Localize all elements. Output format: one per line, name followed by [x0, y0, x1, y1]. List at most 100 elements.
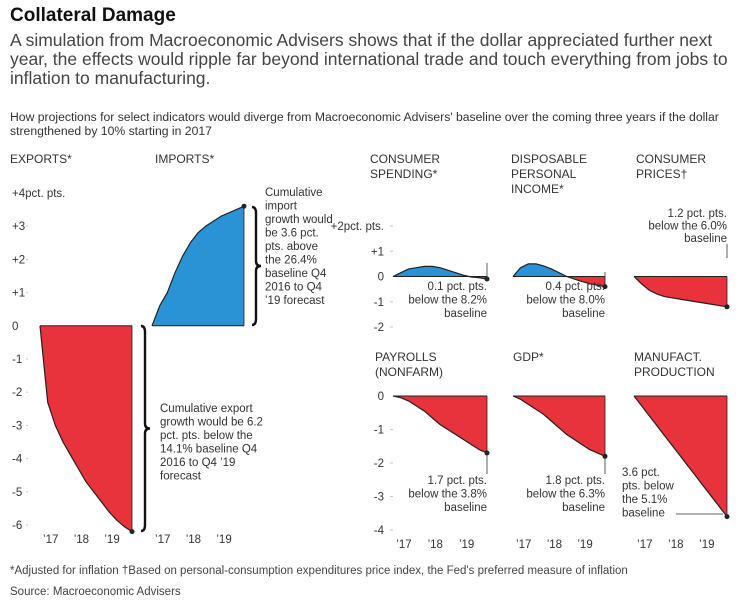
imports-annotation: Cumulative	[265, 187, 323, 199]
exports-annotation: growth would be 6.2	[160, 417, 263, 429]
gdp-end-point	[602, 453, 608, 459]
manufacturing-annotation: baseline	[622, 508, 665, 520]
imports-xtick-label: ’18	[186, 534, 201, 546]
chart-title: Collateral Damage	[10, 5, 176, 26]
gdp-annotation: 1.8 pct. pts.	[546, 475, 605, 487]
payrolls-title: PAYROLLS	[375, 350, 437, 364]
imports-annotation: ’19 forecast	[265, 295, 325, 307]
imports-title: IMPORTS*	[155, 152, 214, 166]
manufacturing-annotation: 3.6 pct.	[622, 467, 660, 479]
consumer_prices-title: CONSUMER	[636, 152, 706, 166]
consumer_spending-ytick-label: +1	[371, 246, 384, 258]
manufacturing-xtick-label: ’19	[699, 539, 714, 551]
exports-ytick-label: -4	[12, 454, 23, 466]
exports-ytick-label: -2	[12, 387, 22, 399]
payrolls-xtick-label: ’19	[459, 539, 474, 551]
payrolls-annotation: below the 3.8%	[408, 489, 487, 501]
manufacturing-title: MANUFACT.	[634, 350, 702, 364]
exports-ytick-label: -6	[12, 520, 22, 532]
consumer_prices-annotation: 1.2 pct. pts.	[668, 208, 727, 220]
imports-bracket	[251, 205, 262, 327]
consumer_prices-area	[634, 276, 727, 307]
chart-subtitle: A simulation from Macroeconomic Advisers…	[10, 30, 728, 88]
imports-end-point	[241, 203, 247, 209]
imports-annotation: import	[265, 201, 298, 213]
disposable_income-annotation: below the 8.0%	[526, 295, 605, 307]
consumer_spending-ytick-label: -2	[374, 322, 384, 334]
disposable_income-title: INCOME*	[511, 182, 564, 196]
imports-xtick-label: ’19	[216, 534, 231, 546]
gdp-annotation: below the 6.3%	[526, 489, 605, 501]
consumer_prices-title: PRICES†	[636, 167, 687, 181]
exports-ytick-label: +4pct. pts.	[12, 188, 65, 200]
source-note: Source: Macroeconomic Advisers	[10, 586, 181, 598]
disposable_income-end-point	[602, 284, 608, 290]
chart-intro: How projections for select indicators wo…	[10, 110, 719, 138]
exports-ytick-label: -1	[12, 354, 22, 366]
exports-annotation: 14.1% baseline Q4	[160, 444, 258, 456]
imports-annotation: the 26.4%	[265, 255, 317, 267]
manufacturing-title: PRODUCTION	[634, 365, 715, 379]
manufacturing-annotation: pts. below	[622, 481, 674, 493]
exports-xtick-label: ’17	[43, 534, 58, 546]
manufacturing-annotation: the 5.1%	[622, 494, 667, 506]
exports-line	[39, 325, 133, 533]
footnote: *Adjusted for inflation †Based on person…	[10, 565, 628, 577]
manufacturing-xtick-label: ’18	[668, 539, 683, 551]
exports-ytick-label: 0	[12, 321, 18, 333]
exports-annotation: Cumulative export	[160, 403, 253, 415]
disposable_income-line	[512, 263, 606, 288]
gdp-area	[513, 396, 605, 457]
manufacturing-line	[633, 395, 728, 517]
payrolls-ytick-label: -2	[374, 458, 384, 470]
exports-xtick-label: ’19	[104, 534, 119, 546]
consumer_spending-line	[392, 265, 488, 280]
consumer_prices-end-point	[724, 304, 730, 310]
consumer_spending-title: SPENDING*	[370, 167, 438, 181]
gdp-xtick-label: ’17	[516, 539, 531, 551]
payrolls-line	[392, 395, 488, 454]
payrolls-annotation: 1.7 pct. pts.	[428, 475, 487, 487]
manufacturing-xtick-label: ’17	[637, 539, 652, 551]
disposable_income-area	[513, 263, 567, 277]
disposable_income-annotation: 0.4 pct. pts.	[546, 281, 605, 293]
exports-annotation: 2016 to Q4 ’19	[160, 457, 235, 469]
exports-ytick-label: +1	[12, 288, 25, 300]
exports-end-point	[129, 529, 135, 535]
consumer_spending-ytick-label: -1	[374, 297, 384, 309]
gdp-line	[512, 395, 606, 457]
payrolls-ytick-label: 0	[378, 391, 384, 403]
exports-ytick-label: +2	[12, 254, 25, 266]
payrolls-ytick-label: -1	[374, 425, 384, 437]
payrolls-annotation: baseline	[444, 502, 487, 514]
imports-annotation: 2016 to Q4	[265, 282, 323, 294]
exports-area	[40, 325, 132, 532]
payrolls-title: (NONFARM)	[375, 365, 443, 379]
consumer_spending-ytick-label: +2pct. pts.	[331, 221, 384, 233]
gdp-xtick-label: ’18	[547, 539, 562, 551]
consumer_spending-ytick-label: 0	[378, 272, 384, 284]
exports-xtick-label: ’18	[74, 534, 89, 546]
imports-annotation: be 3.6 pct.	[265, 228, 319, 240]
imports-line	[151, 205, 245, 327]
payrolls-xtick-label: ’17	[396, 539, 411, 551]
exports-ytick-label: +3	[12, 221, 25, 233]
gdp-xtick-label: ’19	[577, 539, 592, 551]
disposable_income-annotation: baseline	[562, 308, 605, 320]
consumer_spending-annotation: baseline	[444, 308, 487, 320]
exports-ytick-label: -3	[12, 420, 22, 432]
disposable_income-title: PERSONAL	[511, 167, 577, 181]
manufacturing-end-point	[724, 514, 730, 520]
consumer_spending-title: CONSUMER	[370, 152, 440, 166]
imports-xtick-label: ’17	[155, 534, 170, 546]
consumer_prices-annotation: below the 6.0%	[648, 221, 727, 233]
imports-annotation: growth would	[265, 214, 333, 226]
imports-annotation: pts. above	[265, 241, 318, 253]
exports-title: EXPORTS*	[10, 152, 72, 166]
disposable_income-title: DISPOSABLE	[511, 152, 587, 166]
exports-annotation: pct. pts. below the	[160, 430, 253, 442]
exports-bracket	[140, 324, 151, 533]
consumer_spending-annotation: below the 8.2%	[408, 295, 487, 307]
payrolls-ytick-label: -3	[374, 492, 384, 504]
